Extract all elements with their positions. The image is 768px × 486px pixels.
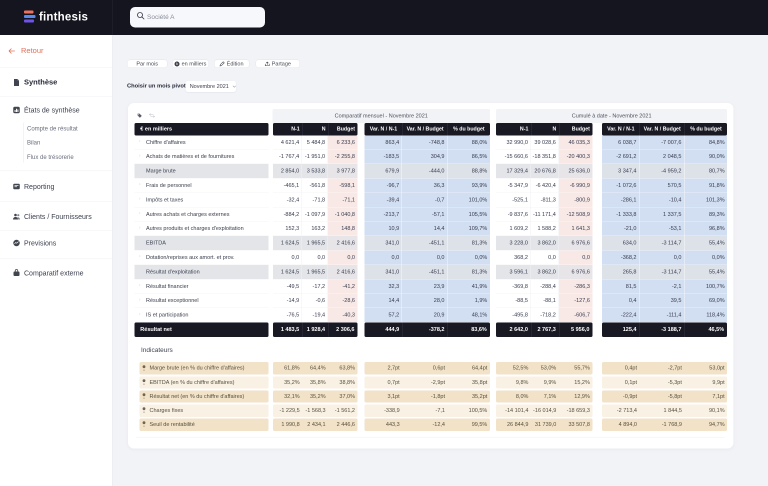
svg-text:k: k <box>176 62 178 66</box>
